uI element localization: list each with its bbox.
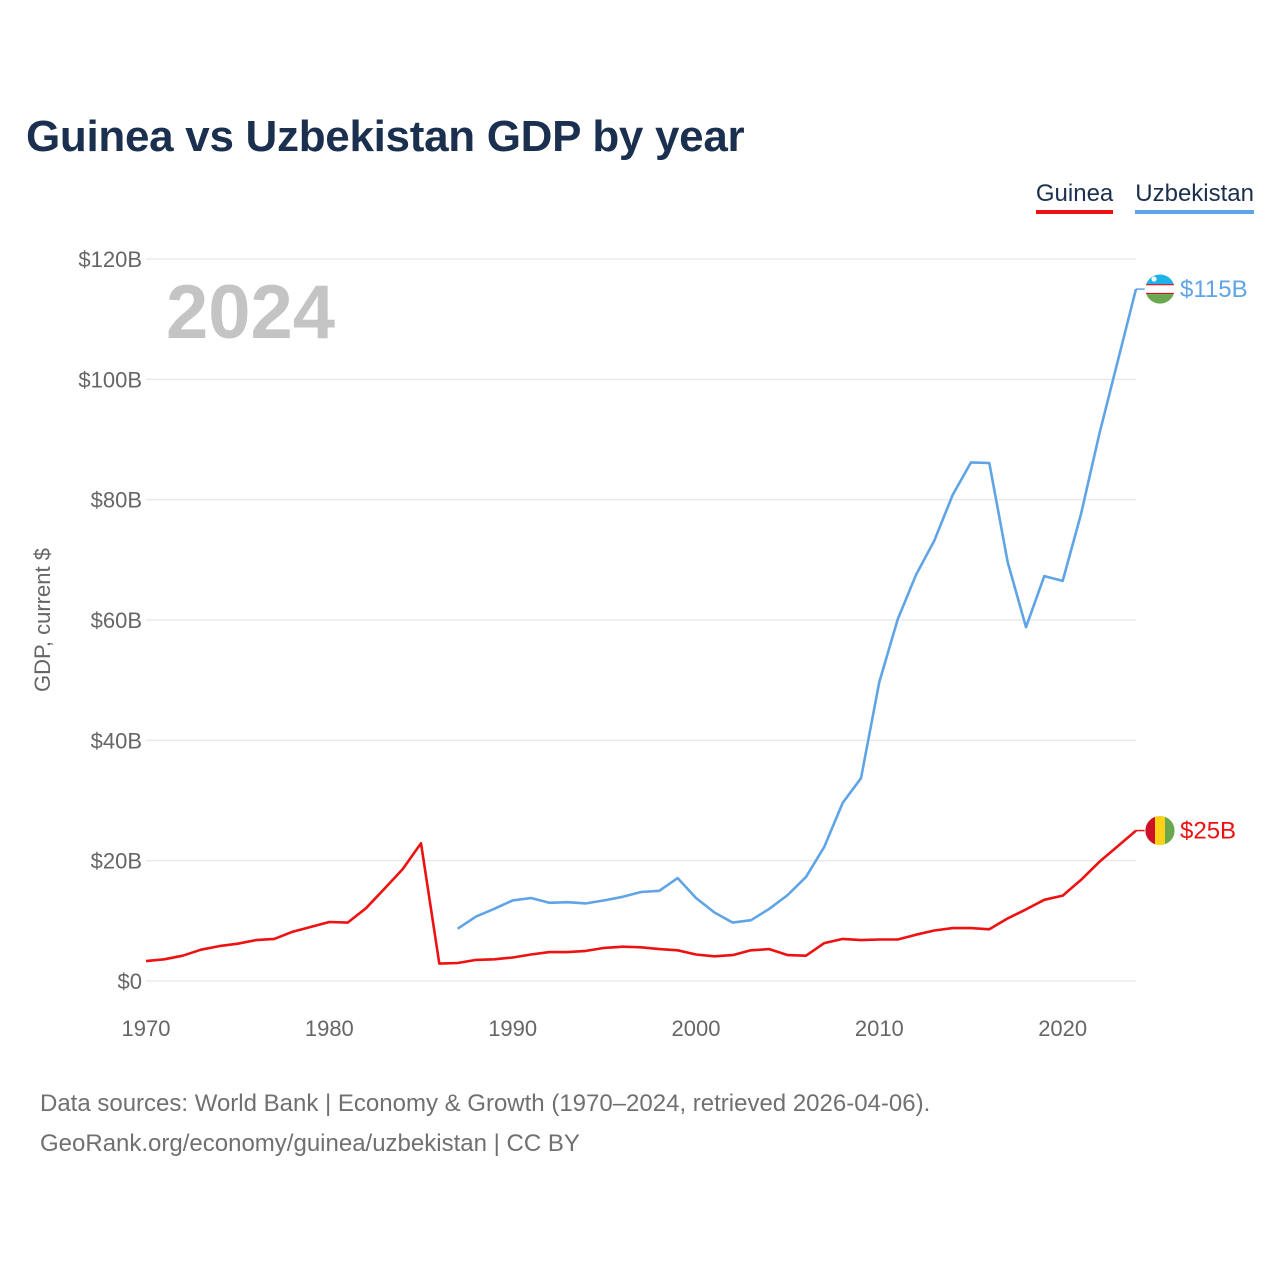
x-tick-label: 1970 [122,1016,171,1041]
y-tick-label: $120B [78,247,142,272]
y-tick-label: $60B [91,608,142,633]
data-sources-text: Data sources: World Bank | Economy & Gro… [40,1090,931,1117]
end-value-label-guinea: $25B [1180,818,1236,845]
year-watermark: 2024 [166,270,335,355]
x-tick-label: 1980 [305,1016,354,1041]
series-line-uzbekistan[interactable] [456,288,1138,930]
y-tick-label: $0 [118,969,142,994]
chart-title: Guinea vs Uzbekistan GDP by year [26,112,745,161]
x-tick-label: 1990 [488,1016,537,1041]
x-axis-ticks: 1970 1980 1990 2000 2010 2020 [122,1016,1088,1041]
y-tick-label: $20B [91,849,142,874]
footer: Data sources: World Bank | Economy & Gro… [40,1084,930,1164]
end-markers: $25B $115B [1136,273,1248,846]
source-url-text[interactable]: GeoRank.org/economy/guinea/uzbekistan | … [40,1130,580,1157]
y-tick-label: $40B [91,728,142,753]
x-tick-label: 2010 [855,1016,904,1041]
y-axis-label: GDP, current $ [30,548,55,692]
y-tick-label: $80B [91,488,142,513]
legend-item-uzbekistan[interactable]: Uzbekistan [1135,180,1254,214]
series-lines [145,288,1138,965]
series-line-guinea[interactable] [145,829,1137,965]
grid-lines [146,258,1136,982]
guinea-flag-icon [1144,815,1176,846]
x-tick-label: 2000 [672,1016,721,1041]
end-value-label-uzbekistan: $115B [1180,276,1248,303]
uzbekistan-flag-icon [1144,273,1176,305]
legend: Guinea Uzbekistan [1035,180,1254,214]
x-tick-label: 2020 [1038,1016,1087,1041]
y-tick-label: $100B [78,367,142,392]
y-axis-ticks: $0 $20B $40B $60B $80B $100B $120B [78,247,142,994]
legend-item-guinea[interactable]: Guinea [1035,180,1114,214]
